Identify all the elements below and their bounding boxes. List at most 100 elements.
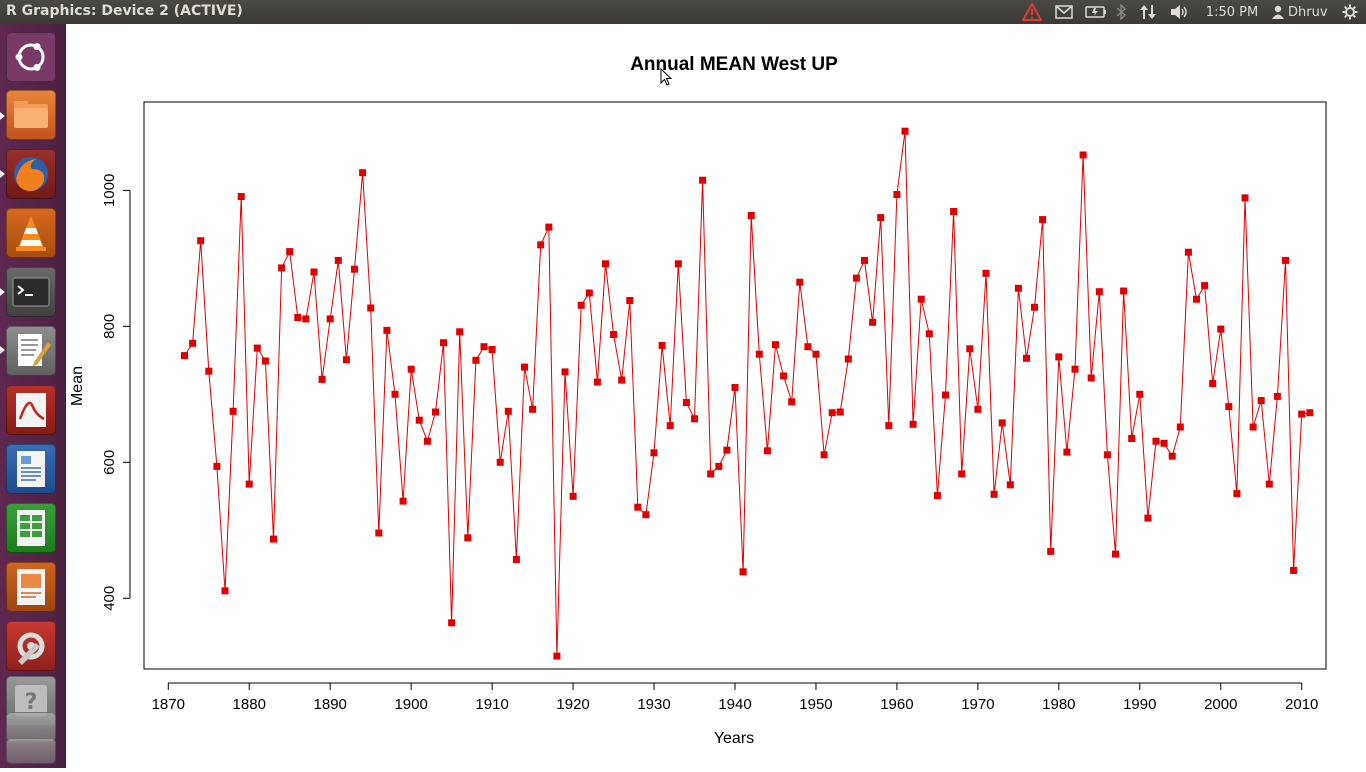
launcher: ?: [0, 24, 66, 768]
data-point: [836, 408, 844, 416]
files-icon[interactable]: [6, 90, 56, 140]
data-point: [804, 343, 812, 351]
data-point: [359, 169, 367, 177]
data-point: [1233, 490, 1241, 498]
data-point: [958, 470, 966, 478]
data-point: [286, 248, 294, 256]
data-point: [1128, 435, 1136, 442]
data-point: [278, 264, 286, 272]
calc-icon[interactable]: [6, 503, 56, 553]
data-point: [318, 375, 326, 383]
data-point: [326, 315, 334, 323]
data-point: [521, 363, 528, 371]
launcher-stack: [6, 712, 56, 742]
mouse-cursor-icon: [660, 68, 672, 86]
data-point: [294, 314, 302, 321]
network-icon[interactable]: [1138, 2, 1158, 22]
data-point: [966, 345, 974, 353]
y-tick-label: 1000: [101, 174, 118, 207]
data-point: [602, 260, 609, 268]
data-point: [1103, 451, 1111, 459]
data-point: [391, 390, 399, 398]
data-point: [682, 399, 690, 406]
user-name[interactable]: Dhruv: [1288, 4, 1328, 20]
data-point: [1144, 514, 1152, 522]
writer-icon[interactable]: [6, 444, 56, 494]
data-point: [1095, 288, 1103, 296]
running-indicator: [0, 346, 5, 354]
data-point: [1298, 410, 1306, 418]
data-point: [990, 490, 998, 498]
data-point: [1257, 397, 1265, 404]
bluetooth-icon[interactable]: [1114, 2, 1128, 22]
data-point: [820, 451, 828, 459]
data-point: [229, 407, 237, 415]
data-point: [1241, 194, 1249, 202]
data-point: [585, 289, 593, 297]
x-tick-label: 2010: [1285, 696, 1318, 713]
data-point: [812, 350, 820, 358]
data-point: [1201, 282, 1209, 290]
x-tick-label: 1930: [637, 696, 670, 713]
running-indicator: [0, 112, 5, 120]
mail-icon[interactable]: [1054, 2, 1074, 22]
data-point: [1014, 284, 1022, 292]
vlc-icon[interactable]: [6, 208, 56, 258]
data-point: [1209, 380, 1217, 387]
y-tick-label: 800: [101, 314, 118, 339]
top-panel: R Graphics: Device 2 (ACTIVE) 1:50 PM Dh…: [0, 0, 1366, 24]
impress-icon[interactable]: [6, 562, 56, 612]
data-point: [456, 328, 464, 336]
data-point: [1006, 481, 1014, 489]
battery-icon[interactable]: [1085, 2, 1107, 22]
ubuntu-dash-icon[interactable]: [6, 32, 56, 82]
svg-text:?: ?: [25, 690, 38, 715]
data-point: [270, 535, 277, 543]
data-point: [772, 341, 779, 349]
data-point: [699, 176, 707, 184]
running-indicator: [0, 288, 5, 296]
data-point: [796, 278, 804, 286]
data-point: [1055, 353, 1063, 361]
firefox-icon[interactable]: [6, 149, 56, 199]
data-point: [747, 212, 755, 219]
data-point: [658, 341, 666, 349]
pdf-viewer-icon[interactable]: [6, 385, 56, 435]
data-point: [205, 367, 213, 375]
clock[interactable]: 1:50 PM: [1205, 4, 1259, 20]
volume-icon[interactable]: [1169, 2, 1191, 22]
x-tick-label: 1880: [233, 696, 266, 713]
data-point: [1152, 437, 1160, 445]
window-title: R Graphics: Device 2 (ACTIVE): [6, 3, 243, 19]
running-indicator: [0, 170, 5, 178]
x-tick-label: 1970: [961, 696, 994, 713]
warning-icon[interactable]: [1021, 2, 1043, 22]
y-axis-label: Mean: [69, 366, 86, 406]
data-point: [351, 265, 358, 273]
data-point: [415, 416, 423, 424]
data-point: [763, 447, 771, 455]
data-point: [1063, 448, 1071, 456]
user-icon: [1271, 2, 1285, 22]
series-mean: [181, 127, 1314, 660]
data-point: [423, 437, 431, 445]
text-editor-icon[interactable]: [6, 326, 56, 376]
x-tick-label: 1950: [799, 696, 832, 713]
data-point: [1193, 295, 1200, 303]
gear-icon[interactable]: [1340, 2, 1360, 22]
x-tick-label: 1920: [556, 696, 589, 713]
system-settings-icon[interactable]: [6, 621, 56, 671]
data-point: [342, 356, 350, 364]
data-point: [1120, 287, 1128, 295]
data-point: [197, 237, 205, 245]
data-point: [861, 256, 868, 264]
data-point: [213, 462, 221, 470]
data-point: [634, 503, 642, 511]
data-point: [310, 268, 318, 276]
data-point: [1023, 354, 1030, 362]
data-point: [893, 191, 901, 198]
terminal-icon[interactable]: [6, 267, 56, 317]
data-point: [561, 368, 569, 376]
data-point: [844, 355, 852, 363]
x-tick-label: 1870: [152, 696, 185, 713]
